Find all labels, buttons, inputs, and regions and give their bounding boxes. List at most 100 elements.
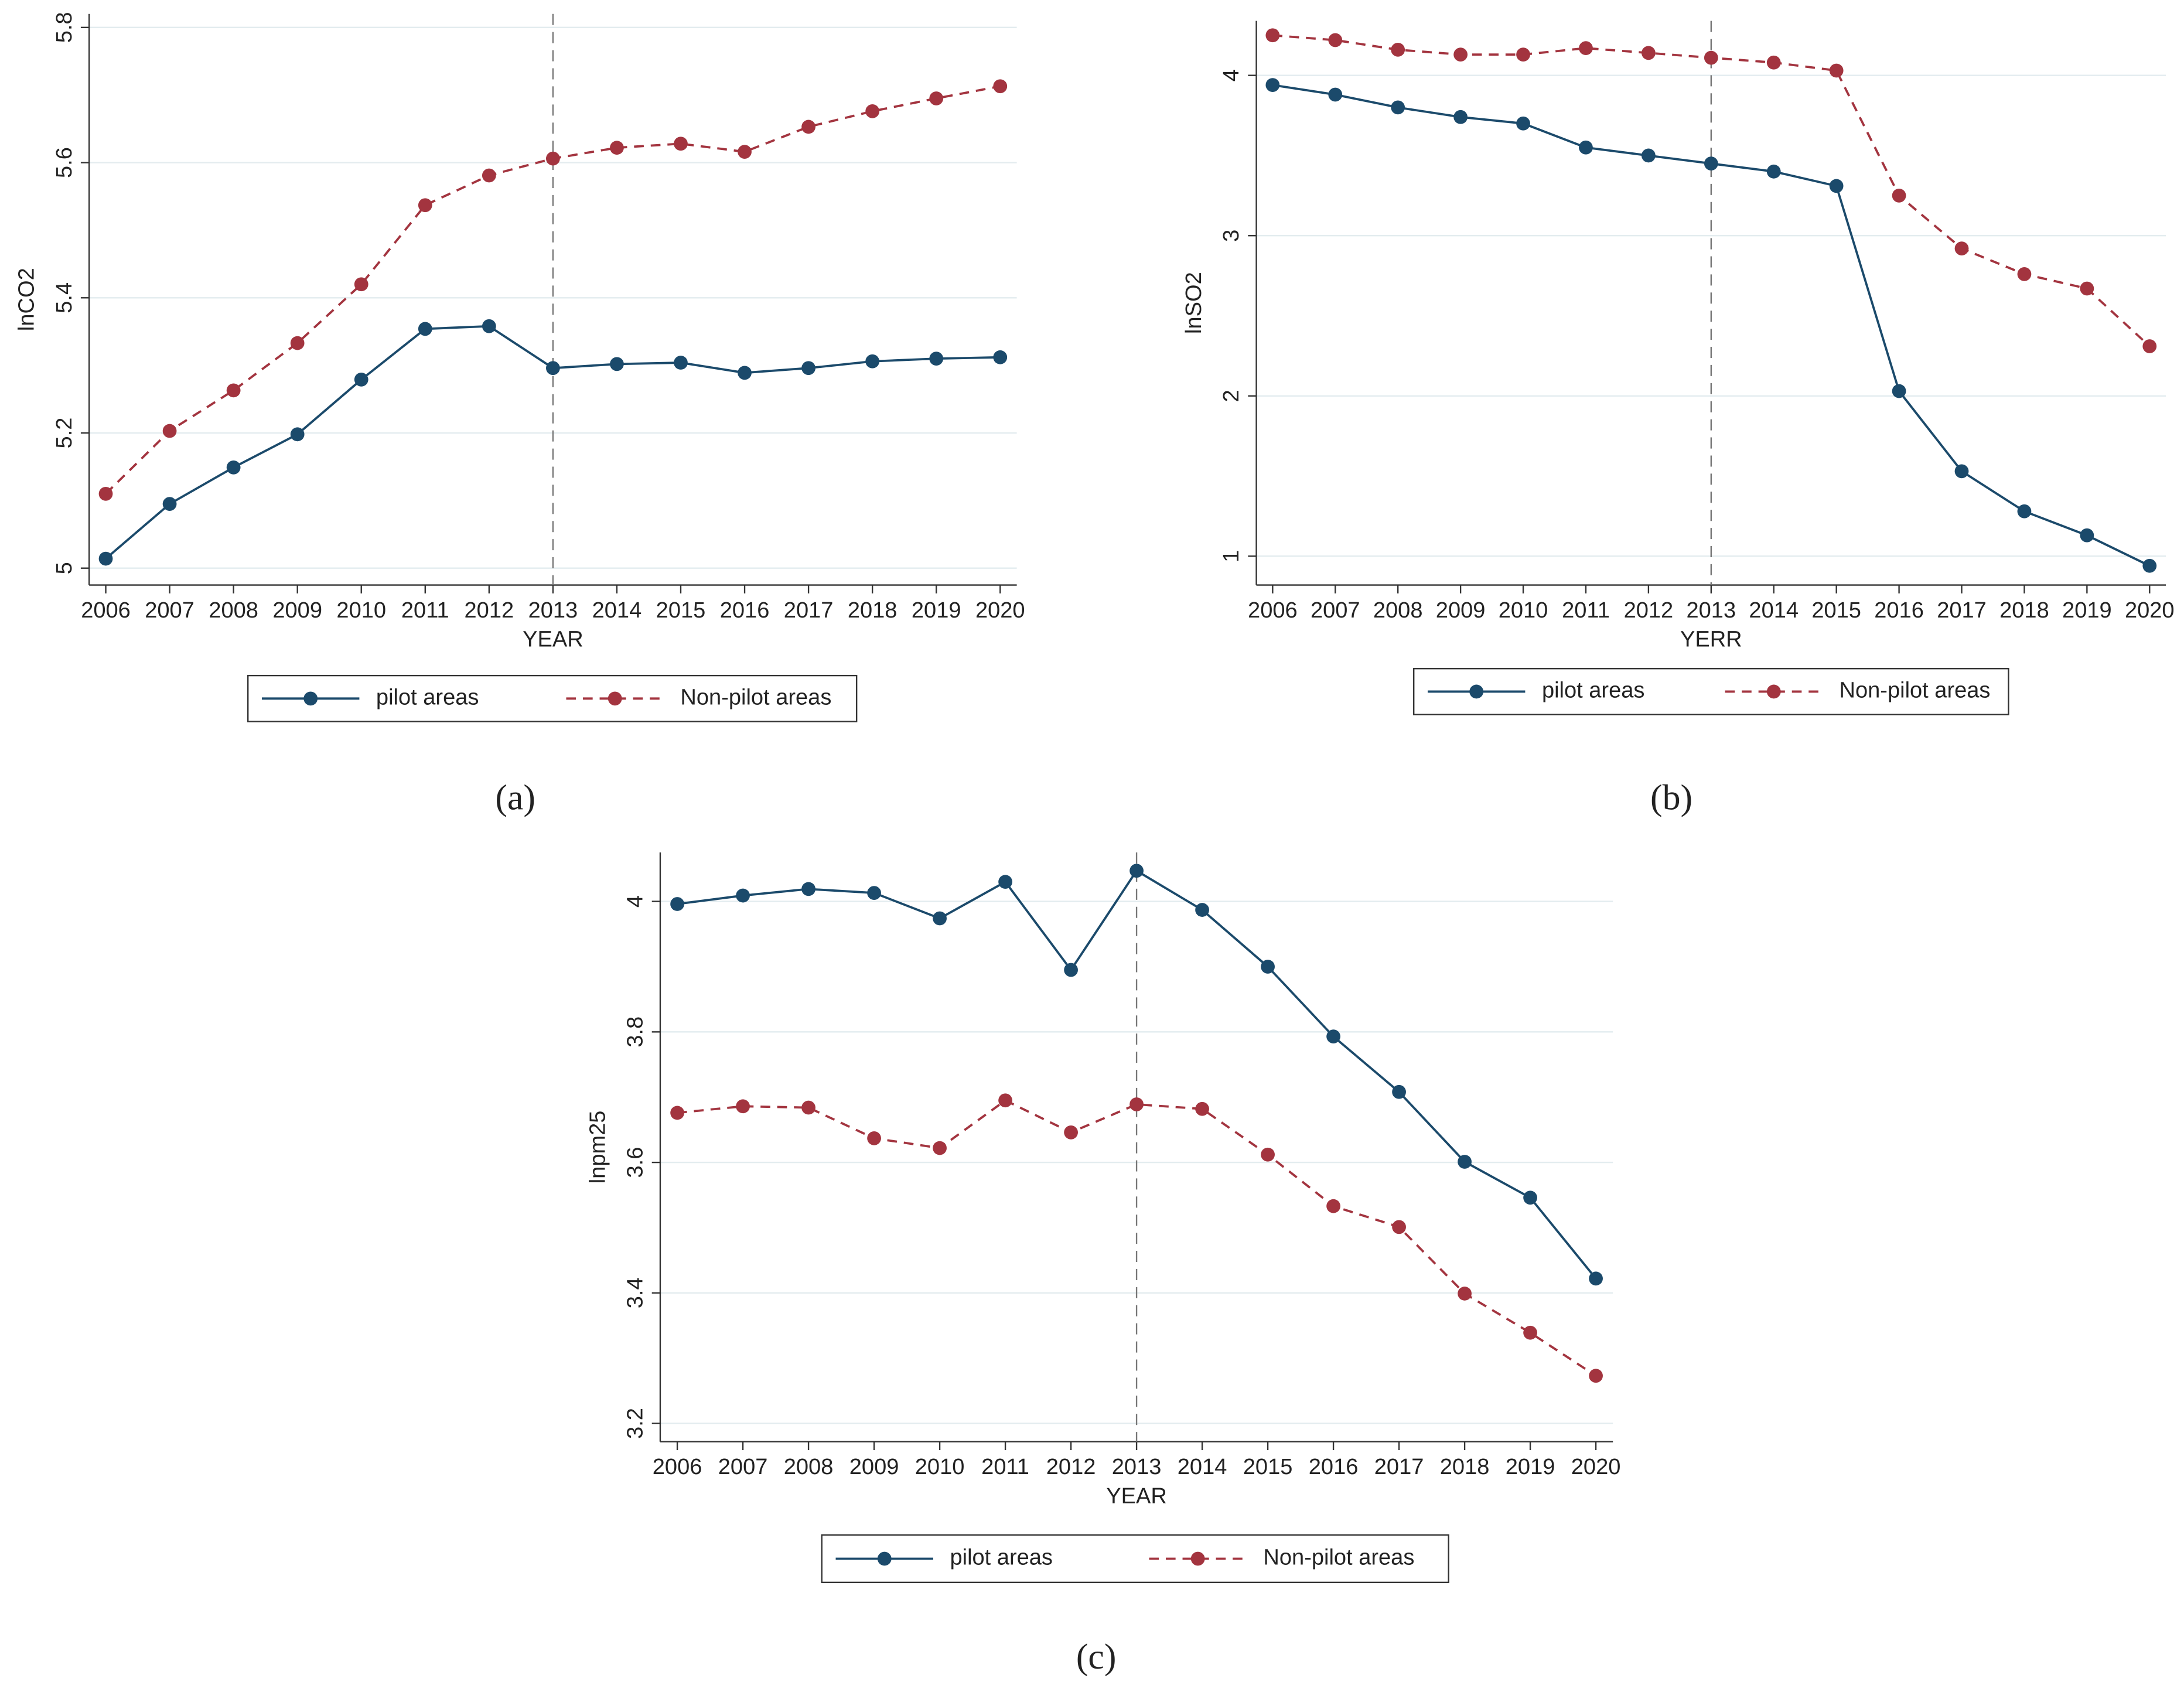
data-point (1892, 384, 1906, 398)
y-tick-label: 3.2 (623, 1408, 648, 1439)
data-point (1195, 1101, 1209, 1116)
caption: (a) (495, 777, 535, 817)
data-point (1265, 28, 1280, 43)
y-tick-label: 3 (1219, 230, 1244, 242)
x-tick-label: 2014 (592, 598, 642, 623)
data-point (674, 356, 688, 370)
data-point (1642, 46, 1656, 60)
y-axis-label: lnpm25 (585, 1111, 610, 1184)
data-point (1523, 1190, 1537, 1205)
y-tick-label: 1 (1219, 550, 1244, 562)
data-point (929, 91, 944, 105)
data-point (867, 886, 881, 900)
data-point (736, 888, 750, 903)
data-point (1261, 960, 1275, 974)
x-tick-label: 2009 (849, 1455, 899, 1479)
legend: pilot areas Non-pilot areas (1413, 668, 2009, 715)
data-point (2017, 504, 2032, 518)
data-point (670, 897, 684, 911)
data-point (1328, 33, 1343, 47)
data-point (2080, 528, 2094, 543)
x-tick-label: 2018 (848, 598, 898, 623)
y-axis-label: lnCO2 (15, 268, 39, 331)
data-point (865, 104, 880, 118)
data-point (1392, 1220, 1406, 1234)
x-tick-label: 2017 (1937, 598, 1987, 623)
data-point (1589, 1271, 1603, 1286)
data-point (867, 1131, 881, 1145)
data-point (736, 1099, 750, 1114)
legend-marker (877, 1551, 892, 1566)
data-point (1391, 100, 1405, 115)
caption: (b) (1650, 777, 1692, 817)
data-point (98, 486, 113, 501)
data-point (290, 336, 305, 350)
x-tick-label: 2012 (1046, 1455, 1096, 1479)
legend-marker (1766, 684, 1781, 699)
x-tick-label: 2013 (528, 598, 578, 623)
legend-marker (1469, 684, 1484, 699)
x-tick-label: 2016 (1874, 598, 1924, 623)
data-point (2142, 558, 2157, 573)
data-point (1326, 1199, 1340, 1213)
x-tick-label: 2013 (1112, 1455, 1162, 1479)
legend-label: pilot areas (950, 1546, 1052, 1570)
x-tick-label: 2009 (272, 598, 322, 623)
data-point (418, 198, 432, 213)
data-point (354, 277, 368, 292)
x-tick-label: 2015 (656, 598, 706, 623)
x-tick-label: 2008 (784, 1455, 834, 1479)
x-tick-label: 2007 (718, 1455, 768, 1479)
y-tick-label: 4 (1219, 69, 1244, 81)
data-point (1326, 1029, 1340, 1044)
legend-label: Non-pilot areas (680, 685, 831, 709)
x-tick-label: 2015 (1811, 598, 1861, 623)
data-point (670, 1106, 684, 1120)
legend: pilot areas Non-pilot areas (821, 1534, 1449, 1584)
y-tick-label: 5 (52, 562, 77, 574)
data-point (482, 319, 496, 333)
x-tick-label: 2006 (81, 598, 131, 623)
data-point (738, 366, 752, 380)
data-point (993, 79, 1008, 94)
x-tick-label: 2007 (145, 598, 194, 623)
data-point (998, 875, 1012, 889)
data-point (1829, 63, 1844, 78)
legend-label: pilot areas (376, 685, 479, 709)
x-tick-label: 2008 (209, 598, 258, 623)
x-tick-label: 2010 (336, 598, 386, 623)
data-point (1516, 47, 1530, 62)
data-point (865, 354, 880, 369)
legend-marker (608, 691, 622, 706)
data-point (1458, 1155, 1472, 1169)
x-tick-label: 2018 (1999, 598, 2049, 623)
data-point (993, 350, 1008, 364)
data-point (674, 137, 688, 151)
x-tick-label: 2009 (1436, 598, 1486, 623)
data-point (2017, 267, 2032, 281)
y-tick-label: 3.4 (623, 1277, 648, 1308)
x-tick-label: 2006 (653, 1455, 702, 1479)
data-point (1195, 903, 1209, 917)
data-point (2080, 281, 2094, 296)
caption: (c) (1076, 1637, 1117, 1677)
x-tick-label: 2007 (1311, 598, 1360, 623)
data-point (1064, 1125, 1078, 1140)
x-tick-label: 2013 (1687, 598, 1736, 623)
data-point (1523, 1325, 1537, 1340)
chart: 3.2 3.4 3.6 3.8 4 2006 2007 2008 2009 2010 2011 201… (585, 852, 1620, 1509)
data-point (1129, 1097, 1144, 1111)
data-point (1589, 1369, 1603, 1383)
data-point (801, 1100, 815, 1115)
data-point (1892, 188, 1906, 203)
data-point (1579, 41, 1593, 56)
data-point (801, 882, 815, 896)
chart: 1 2 3 4 2006 2007 2008 2009 2010 2011 2012 2013 2014… (1182, 21, 2175, 652)
series-line (677, 1099, 1597, 1377)
data-point (610, 357, 624, 371)
data-point (226, 460, 241, 475)
x-tick-label: 2020 (975, 598, 1025, 623)
x-tick-label: 2011 (1562, 598, 1610, 623)
x-tick-label: 2012 (1624, 598, 1674, 623)
